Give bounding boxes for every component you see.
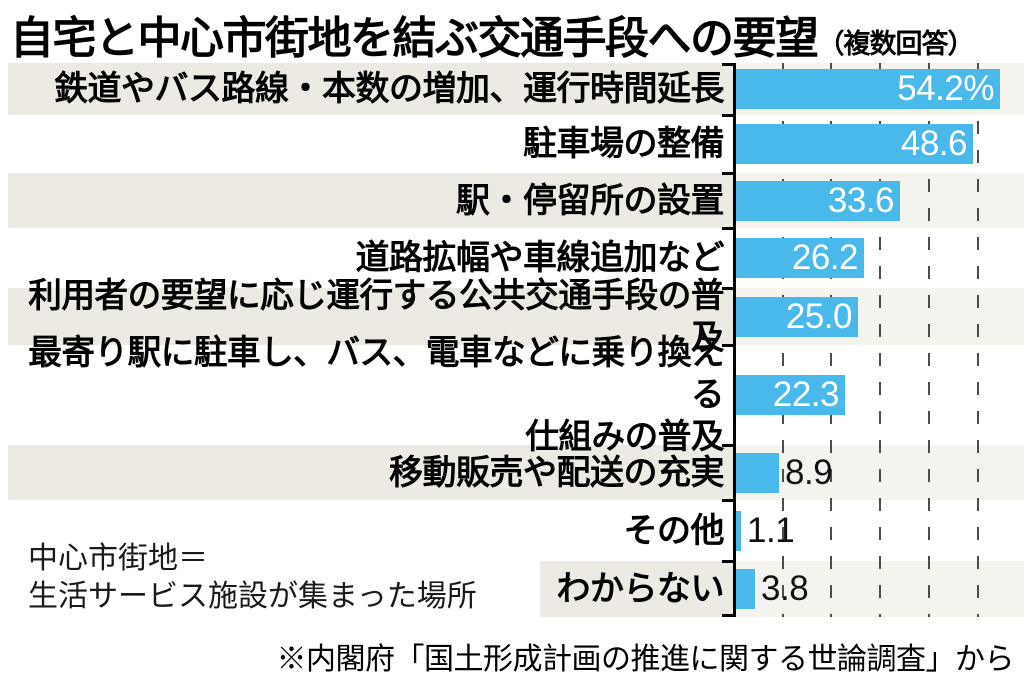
bar: 26.2 xyxy=(736,238,864,278)
axis-tick xyxy=(722,63,733,66)
axis-tick xyxy=(722,499,733,502)
value-label: 48.6 xyxy=(900,124,968,163)
bar-cell: 25.0 xyxy=(733,288,1024,345)
bar-cell: 8.9 xyxy=(733,445,1024,500)
bar-row: 利用者の要望に応じ運行する公共交通手段の普及 25.0 xyxy=(0,277,1024,357)
gridline xyxy=(830,63,832,617)
category-label: わからない xyxy=(556,570,725,608)
bar-row: 移動販売や配送の充実 8.9 xyxy=(0,445,1024,500)
category-label-cell: 道路拡幅や車線追加など xyxy=(0,228,733,288)
category-label: その他 xyxy=(623,511,725,550)
definition-note: 中心市街地＝ 生活サービス施設が集まった場所 xyxy=(28,540,477,616)
gridline xyxy=(782,63,784,617)
axis-line xyxy=(733,63,736,617)
gridline xyxy=(977,63,979,617)
category-label-cell: 駐車場の整備 xyxy=(0,115,733,173)
bar-cell: 26.2 xyxy=(733,228,1024,288)
definition-note-line1: 中心市街地＝ xyxy=(28,542,208,575)
gridline xyxy=(928,63,930,617)
category-label: 移動販売や配送の充実 xyxy=(389,453,725,492)
bar: 48.6 xyxy=(736,124,973,164)
value-label: 54.2% xyxy=(897,69,994,108)
bar-cell: 33.6 xyxy=(733,173,1024,228)
value-label: 8.9 xyxy=(785,452,833,492)
bar-rows: 鉄道やバス路線・本数の増加、運行時間延長 54.2% 駐車場の整備 48.6 駅・停留所… xyxy=(0,63,1024,617)
bar xyxy=(736,569,755,609)
category-label-cell: 駅・停留所の設置 xyxy=(0,173,733,228)
value-label: 26.2 xyxy=(791,238,859,277)
axis-tick xyxy=(722,114,733,117)
category-label: 道路拡幅や車線追加など xyxy=(355,239,725,277)
category-label: 最寄り駅に駐車し、バス、電車などに乗り換える 仕組みの普及 xyxy=(28,334,725,456)
bar: 54.2% xyxy=(736,69,1000,109)
bar xyxy=(736,510,741,551)
bar-row: 駐車場の整備 48.6 xyxy=(0,115,1024,173)
bar-row: 道路拡幅や車線追加など 26.2 xyxy=(0,228,1024,288)
category-label-cell: 最寄り駅に駐車し、バス、電車などに乗り換える 仕組みの普及 xyxy=(0,334,733,456)
bar-row: わからない 3.8 xyxy=(0,561,1024,617)
axis-tick xyxy=(722,227,733,230)
bar-cell: 54.2% xyxy=(733,63,1024,115)
bar-row: 鉄道やバス路線・本数の増加、運行時間延長 54.2% xyxy=(0,63,1024,115)
bar-row: その他 1.1 xyxy=(0,500,1024,561)
value-label: 25.0 xyxy=(785,296,853,336)
category-label-cell: その他 xyxy=(0,500,733,561)
bar-row: 駅・停留所の設置 33.6 xyxy=(0,173,1024,228)
category-label-cell: 移動販売や配送の充実 xyxy=(0,445,733,500)
category-label: 駅・停留所の設置 xyxy=(456,181,725,220)
source-note: ※内閣府「国土形成計画の推進に関する世論調査」から xyxy=(276,643,1015,676)
bar xyxy=(736,452,779,493)
chart-title-text: 自宅と中心市街地を結ぶ交通手段への要望 xyxy=(10,14,819,63)
gridline xyxy=(879,63,881,617)
category-label: 利用者の要望に応じ運行する公共交通手段の普及 xyxy=(28,276,725,357)
category-label: 鉄道やバス路線・本数の増加、運行時間延長 xyxy=(54,70,725,108)
axis-tick xyxy=(722,560,733,563)
bar-cell: 3.8 xyxy=(733,561,1024,617)
value-label: 3.8 xyxy=(761,569,809,608)
chart-title: 自宅と中心市街地を結ぶ交通手段への要望 （複数回答） xyxy=(10,2,975,66)
axis-tick xyxy=(722,344,733,347)
bar-cell: 48.6 xyxy=(733,115,1024,173)
plot-area xyxy=(722,63,1024,617)
axis-tick xyxy=(722,614,733,617)
category-label-cell: 鉄道やバス路線・本数の増加、運行時間延長 xyxy=(0,63,733,115)
row-stripe xyxy=(0,561,1024,617)
row-stripe xyxy=(0,445,1024,500)
category-label-cell: 利用者の要望に応じ運行する公共交通手段の普及 xyxy=(0,277,733,357)
category-label-cell: わからない xyxy=(0,561,733,617)
value-label: 33.6 xyxy=(827,180,895,220)
bar: 22.3 xyxy=(736,375,845,415)
definition-note-line2: 生活サービス施設が集まった場所 xyxy=(28,580,477,613)
axis-tick xyxy=(722,287,733,290)
chart-title-suffix: （複数回答） xyxy=(817,29,975,59)
bar: 25.0 xyxy=(736,296,858,337)
bar-cell: 22.3 xyxy=(733,345,1024,445)
axis-tick xyxy=(722,172,733,175)
axis-tick xyxy=(722,444,733,447)
bar: 33.6 xyxy=(736,180,900,221)
value-label: 1.1 xyxy=(747,510,795,550)
category-label: 駐車場の整備 xyxy=(523,125,725,163)
bar-row: 最寄り駅に駐車し、バス、電車などに乗り換える 仕組みの普及 22.3 xyxy=(0,334,1024,456)
value-label: 22.3 xyxy=(772,375,840,414)
bar-cell: 1.1 xyxy=(733,500,1024,561)
